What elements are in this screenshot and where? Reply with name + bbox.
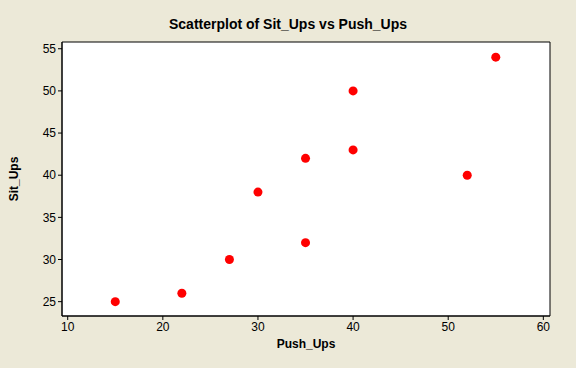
svg-text:25: 25: [43, 295, 57, 309]
svg-text:20: 20: [156, 320, 170, 334]
svg-text:50: 50: [442, 320, 456, 334]
svg-text:50: 50: [43, 84, 57, 98]
svg-text:45: 45: [43, 126, 57, 140]
svg-text:40: 40: [346, 320, 360, 334]
svg-text:40: 40: [43, 168, 57, 182]
svg-text:55: 55: [43, 42, 57, 56]
svg-text:10: 10: [61, 320, 75, 334]
svg-text:Sit_Ups: Sit_Ups: [8, 156, 21, 201]
html-text:Scatterplot of Sit_Ups vs Push: Scatterplot of Sit_Ups vs Push_Ups: [169, 16, 407, 32]
svg-text:60: 60: [537, 320, 551, 334]
svg-text:Push_Ups: Push_Ups: [277, 337, 336, 351]
svg-text:35: 35: [43, 211, 57, 225]
svg-text:30: 30: [251, 320, 265, 334]
svg-text:30: 30: [43, 253, 57, 267]
